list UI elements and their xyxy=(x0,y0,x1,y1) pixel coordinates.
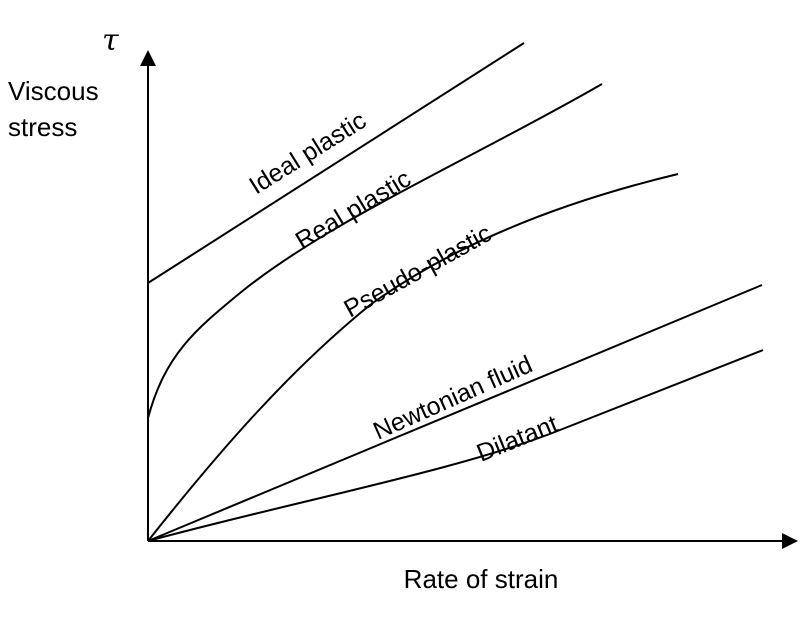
series-line-dilatant xyxy=(147,349,764,542)
series-label-dilatant: Dilatant xyxy=(473,410,562,468)
series-line-real-plastic xyxy=(147,83,603,419)
x-axis-title: Rate of strain xyxy=(404,564,559,594)
series-label-pseudo-plastic: Pseudo-plastic xyxy=(339,219,496,323)
series-line-newtonian-fluid xyxy=(147,284,763,542)
y-axis-title-line-2: stress xyxy=(8,112,77,142)
y-axis-title-line-1: Viscous xyxy=(8,76,99,106)
series-label-real-plastic: Real plastic xyxy=(291,165,416,256)
y-axis-symbol: τ xyxy=(102,23,119,58)
series-line-ideal-plastic xyxy=(147,42,525,284)
series-line-pseudo-plastic xyxy=(147,173,679,542)
